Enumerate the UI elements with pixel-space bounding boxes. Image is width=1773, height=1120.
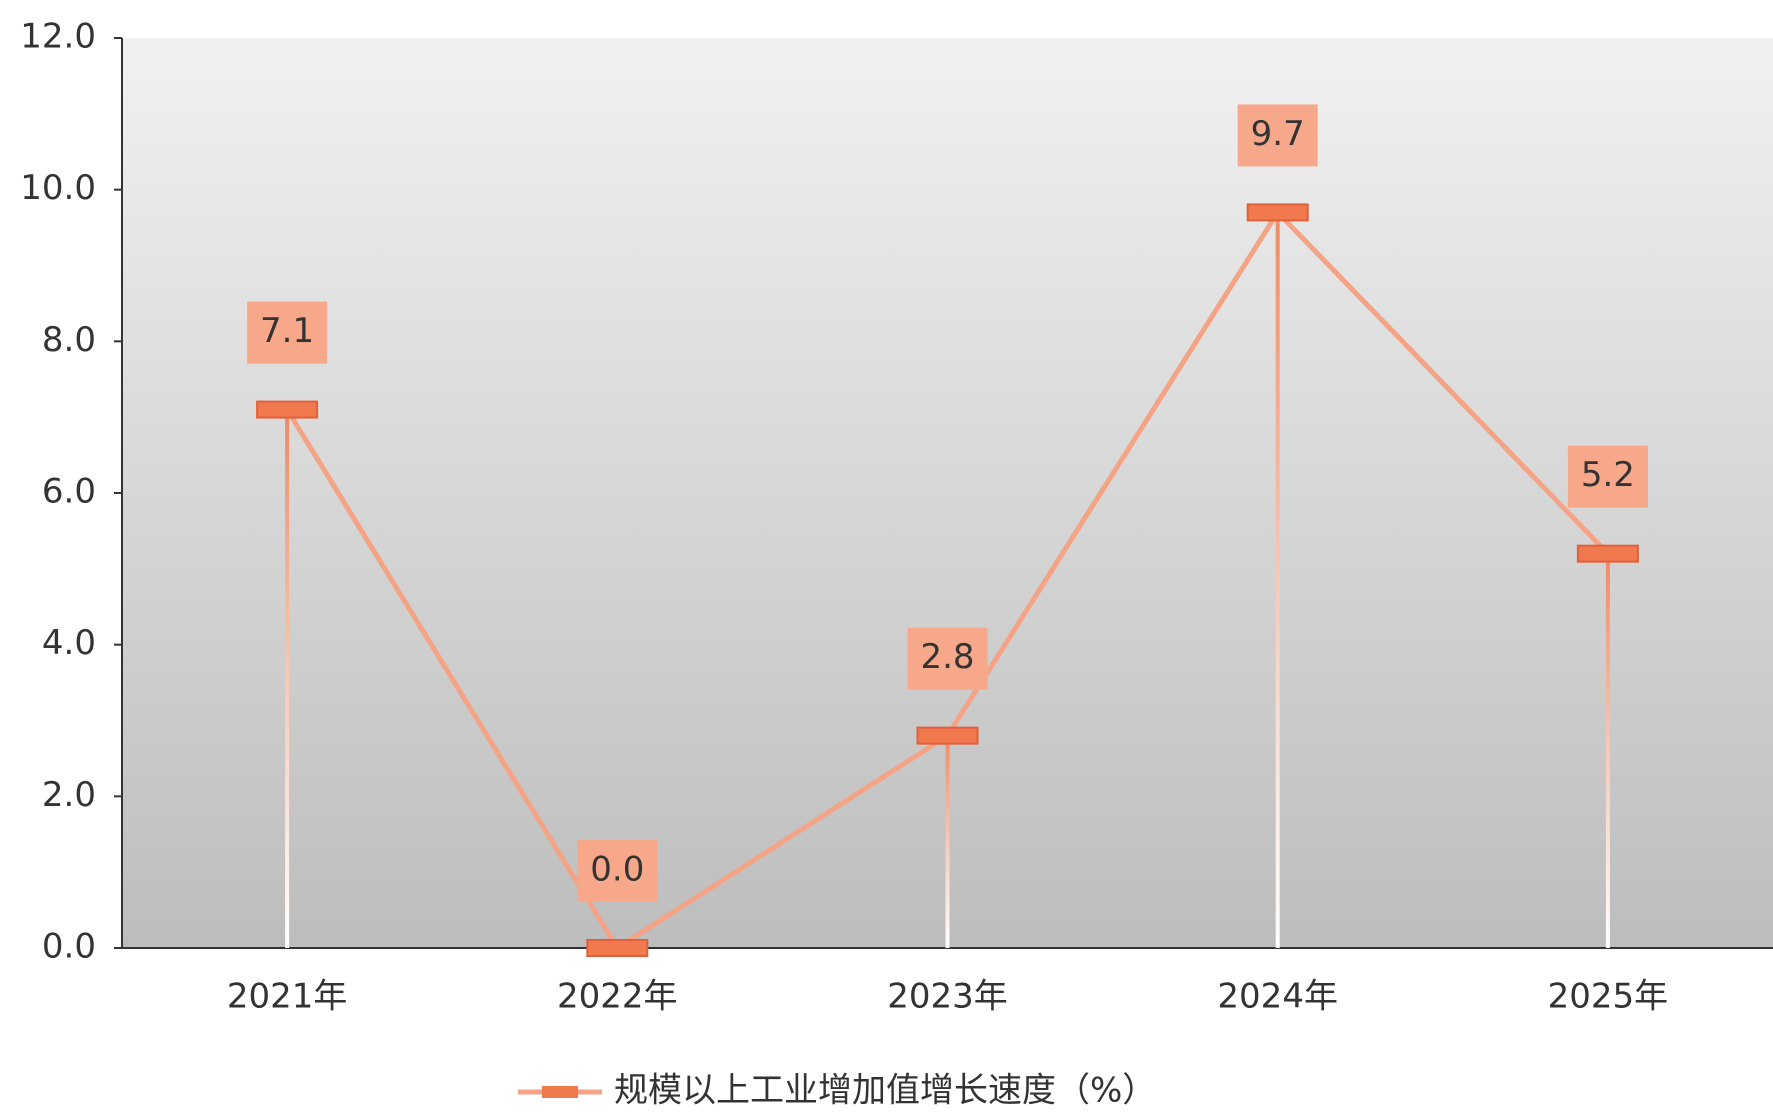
drop-line: [285, 409, 290, 948]
x-tick-label: 2024年: [1217, 977, 1338, 1017]
value-label: 0.0: [590, 850, 644, 890]
y-tick-label: 12.0: [20, 17, 96, 57]
y-tick-label: 0.0: [42, 927, 96, 967]
x-tick-label: 2022年: [557, 977, 678, 1017]
y-tick-label: 4.0: [42, 623, 96, 663]
x-tick-label: 2025年: [1548, 977, 1669, 1017]
y-tick-label: 2.0: [42, 775, 96, 815]
value-label: 2.8: [920, 637, 974, 677]
value-label-box: [1237, 104, 1318, 167]
value-label: 9.7: [1251, 114, 1305, 154]
x-tick-label: 2021年: [227, 977, 348, 1017]
x-tick-label: 2023年: [887, 977, 1008, 1017]
y-tick-label: 10.0: [20, 168, 96, 208]
drop-line: [1605, 553, 1610, 948]
drop-line: [945, 735, 950, 948]
y-tick-label: 8.0: [42, 320, 96, 360]
marker: [1246, 203, 1309, 222]
y-tick-label: 6.0: [42, 472, 96, 512]
value-label-box: [1567, 445, 1648, 508]
value-label-box: [577, 840, 658, 902]
legend-label: 规模以上工业增加值增长速度（%）: [614, 1071, 1156, 1111]
value-label: 7.1: [260, 311, 314, 351]
marker: [916, 726, 979, 745]
value-label-box: [247, 301, 328, 364]
marker: [1576, 544, 1639, 563]
drop-line: [1275, 212, 1280, 948]
value-label-box: [907, 627, 988, 690]
marker: [256, 400, 319, 419]
legend-marker: [542, 1086, 578, 1098]
marker: [586, 939, 649, 957]
value-label: 5.2: [1581, 455, 1635, 495]
